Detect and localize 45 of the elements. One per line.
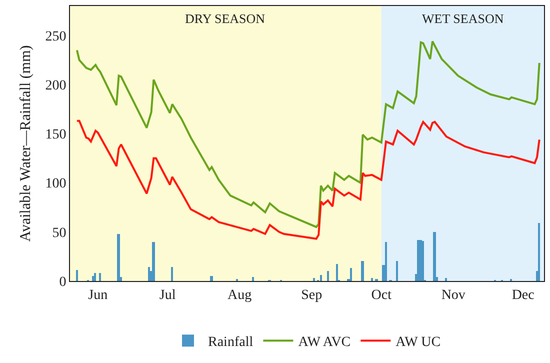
x-tick-label: Oct bbox=[371, 288, 392, 303]
bar bbox=[336, 264, 338, 281]
y-tick-label: 0 bbox=[59, 274, 66, 290]
x-tick-label: Aug bbox=[228, 288, 252, 303]
band-label: DRY SEASON bbox=[185, 11, 266, 26]
x-tick-label: Nov bbox=[441, 288, 466, 303]
band-label: WET SEASON bbox=[422, 11, 504, 26]
bar bbox=[371, 278, 373, 281]
bar bbox=[417, 240, 419, 281]
bar bbox=[117, 234, 120, 281]
y-tick-label: 250 bbox=[45, 29, 66, 44]
y-tick-label: 50 bbox=[52, 226, 66, 241]
legend-label: AW UC bbox=[396, 335, 441, 350]
legend-label: AW AVC bbox=[298, 335, 351, 350]
bar bbox=[538, 223, 540, 281]
bar bbox=[92, 276, 94, 281]
y-tick-label: 150 bbox=[45, 128, 66, 143]
bar bbox=[148, 267, 150, 281]
bar bbox=[76, 270, 78, 281]
line-series bbox=[76, 40, 540, 228]
x-tick-label: Jul bbox=[159, 288, 176, 303]
bar bbox=[327, 271, 329, 281]
bar bbox=[422, 241, 424, 281]
y-tick-label: 100 bbox=[45, 176, 66, 192]
y-tick-label: 200 bbox=[45, 78, 66, 94]
y-axis-title: Available Water—Rainfall (mm) bbox=[18, 45, 34, 242]
legend-label: Rainfall bbox=[208, 335, 254, 350]
bar bbox=[171, 267, 173, 281]
bar bbox=[152, 242, 155, 281]
bar bbox=[252, 277, 254, 281]
bar bbox=[396, 261, 398, 281]
x-tick-label: Sep bbox=[301, 288, 322, 303]
bar bbox=[99, 273, 101, 281]
bar bbox=[210, 276, 213, 281]
bar bbox=[445, 278, 447, 281]
bar bbox=[320, 275, 322, 281]
x-tick-label: Dec bbox=[512, 288, 534, 303]
bar bbox=[361, 261, 364, 281]
bar bbox=[350, 268, 352, 281]
x-tick-label: Jun bbox=[88, 288, 108, 303]
bar bbox=[313, 278, 315, 281]
bar bbox=[94, 273, 96, 281]
bar bbox=[385, 242, 387, 281]
line-series bbox=[76, 120, 540, 240]
bar bbox=[433, 232, 436, 281]
